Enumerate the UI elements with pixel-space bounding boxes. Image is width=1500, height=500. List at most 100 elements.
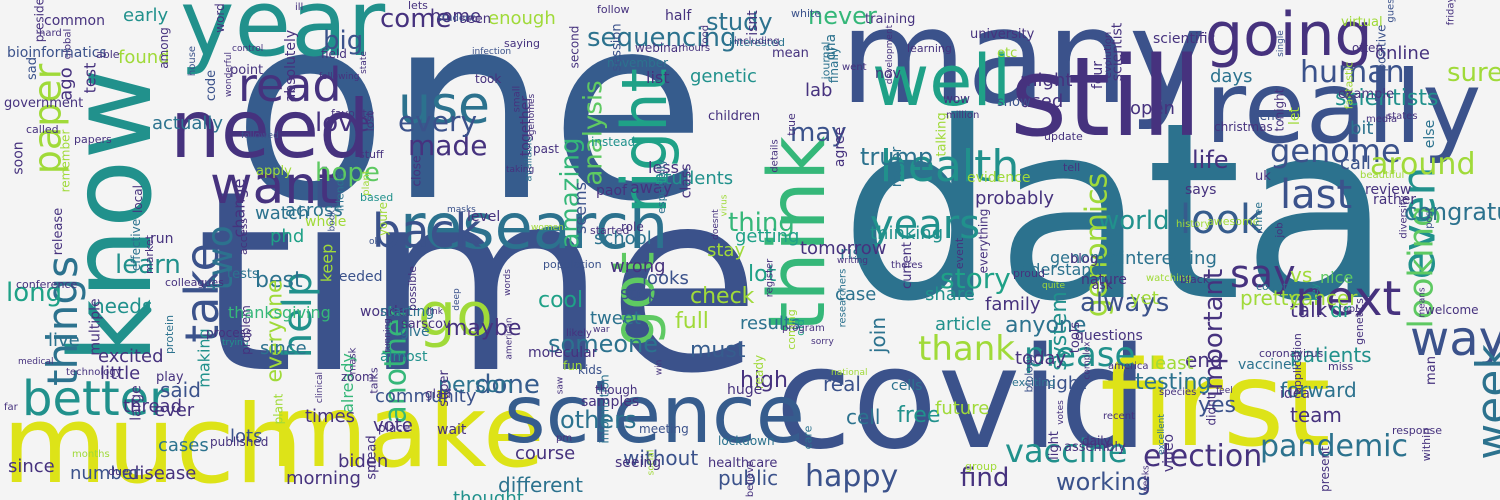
word-end: end bbox=[1185, 348, 1223, 372]
word-started: started bbox=[590, 224, 630, 237]
word-wrong: wrong bbox=[610, 256, 666, 277]
word-sarscov: sarscov bbox=[401, 317, 451, 332]
word-within: within bbox=[1420, 427, 1434, 462]
word-infection: infection bbox=[472, 47, 512, 57]
word-place: place bbox=[378, 421, 411, 435]
word-feel: feel bbox=[1216, 386, 1233, 396]
word-deep: deep bbox=[451, 288, 462, 311]
word-results: results bbox=[740, 313, 801, 334]
word-last: last bbox=[1280, 172, 1353, 218]
word-run: run bbox=[150, 231, 174, 247]
word-genomic: genomic bbox=[1050, 248, 1119, 267]
word-man: man bbox=[1423, 356, 1439, 385]
word-colleagues: colleagues bbox=[165, 276, 224, 289]
word-genetic: genetic bbox=[690, 66, 757, 87]
word-morning: morning bbox=[286, 468, 361, 489]
word-ill: ill bbox=[295, 2, 304, 13]
word-live: live bbox=[48, 330, 80, 351]
word-mean: mean bbox=[772, 46, 809, 61]
word-session: session bbox=[609, 23, 625, 72]
word-paof: paof bbox=[596, 183, 627, 199]
word-use: use bbox=[398, 76, 491, 136]
word-stuff: stuff bbox=[359, 148, 384, 161]
word-always: always bbox=[1080, 288, 1170, 318]
word-friday: friday bbox=[1445, 0, 1457, 26]
word-went: went bbox=[842, 62, 867, 73]
word-control: control bbox=[232, 44, 264, 54]
word-white: white bbox=[791, 7, 822, 20]
word-data: data bbox=[840, 70, 1392, 355]
word-country: country bbox=[1256, 280, 1299, 293]
word-going: going bbox=[1205, 0, 1373, 70]
word-less: less bbox=[648, 158, 679, 177]
word-please: please bbox=[1024, 335, 1136, 375]
word-hope: hope bbox=[315, 158, 380, 188]
word-thread: thread bbox=[123, 396, 183, 417]
word-getting: getting bbox=[735, 226, 800, 247]
word-months: months bbox=[72, 449, 110, 460]
word-case: case bbox=[835, 284, 877, 305]
word-give: give bbox=[400, 324, 430, 340]
word-often: often bbox=[1352, 41, 1384, 55]
word-seen: seen bbox=[460, 12, 492, 27]
word-able: able bbox=[96, 48, 120, 61]
word-article: article bbox=[935, 314, 992, 335]
word-common: common bbox=[44, 13, 105, 29]
word-possible: possible bbox=[406, 265, 420, 312]
word-used: used bbox=[1020, 91, 1064, 112]
word-future: future bbox=[935, 398, 990, 419]
word-full: full bbox=[675, 309, 709, 334]
word-come: come bbox=[380, 4, 452, 34]
word-years: years bbox=[870, 202, 981, 248]
word-rather: rather bbox=[1373, 192, 1417, 208]
word-made: made bbox=[408, 129, 488, 162]
word-hard: hard bbox=[39, 28, 62, 39]
word-whole: whole bbox=[305, 214, 347, 230]
word-stay: stay bbox=[707, 240, 746, 261]
word-needs: needs bbox=[92, 294, 153, 318]
word-media: media bbox=[1366, 114, 1398, 125]
word-cell: cell bbox=[846, 405, 881, 429]
word-found: found bbox=[118, 47, 170, 68]
word-theres: theres bbox=[891, 260, 923, 271]
word-true: true bbox=[784, 113, 798, 136]
word-yes: yes bbox=[1198, 393, 1237, 418]
word-family: family bbox=[985, 294, 1041, 315]
word-gene: gene bbox=[1252, 109, 1282, 123]
word-days: days bbox=[1210, 66, 1253, 87]
word-everything: everything bbox=[976, 208, 991, 274]
word-means: means bbox=[1417, 287, 1428, 318]
word-number: number bbox=[70, 463, 141, 484]
word-show: show bbox=[997, 95, 1031, 110]
word-open: open bbox=[1130, 98, 1175, 119]
word-let: let bbox=[1287, 107, 1303, 125]
word-today: today bbox=[1015, 348, 1067, 369]
word-friends: friends bbox=[333, 173, 347, 212]
word-quite: quite bbox=[1042, 281, 1065, 291]
word-scientific: scientific bbox=[1153, 31, 1216, 47]
word-find: find bbox=[960, 463, 1010, 493]
word-register: register bbox=[764, 258, 776, 298]
word-samples: samples bbox=[581, 394, 640, 410]
word-cool: cool bbox=[538, 288, 584, 313]
word-group: group bbox=[965, 460, 997, 473]
word-next: next bbox=[1295, 271, 1402, 327]
word-real: real bbox=[823, 372, 861, 396]
word-tests: tests bbox=[227, 267, 259, 282]
word-wonder: wonder bbox=[360, 304, 413, 320]
word-clinical: clinical bbox=[315, 371, 326, 404]
word-remember: remember bbox=[58, 129, 73, 193]
word-scientists: scientists bbox=[1335, 86, 1439, 111]
word-cancer: cancer bbox=[1290, 286, 1358, 310]
word-check: check bbox=[690, 284, 755, 309]
word-else: else bbox=[1422, 119, 1439, 149]
word-local: local bbox=[130, 185, 145, 213]
word-starting: starting bbox=[380, 304, 435, 320]
word-etc: etc bbox=[997, 46, 1018, 61]
word-cases: cases bbox=[158, 435, 209, 456]
word-across: across bbox=[285, 200, 343, 221]
word-small: small bbox=[511, 85, 523, 113]
word-patients: patients bbox=[1290, 343, 1372, 367]
word-life: life bbox=[1192, 146, 1229, 174]
